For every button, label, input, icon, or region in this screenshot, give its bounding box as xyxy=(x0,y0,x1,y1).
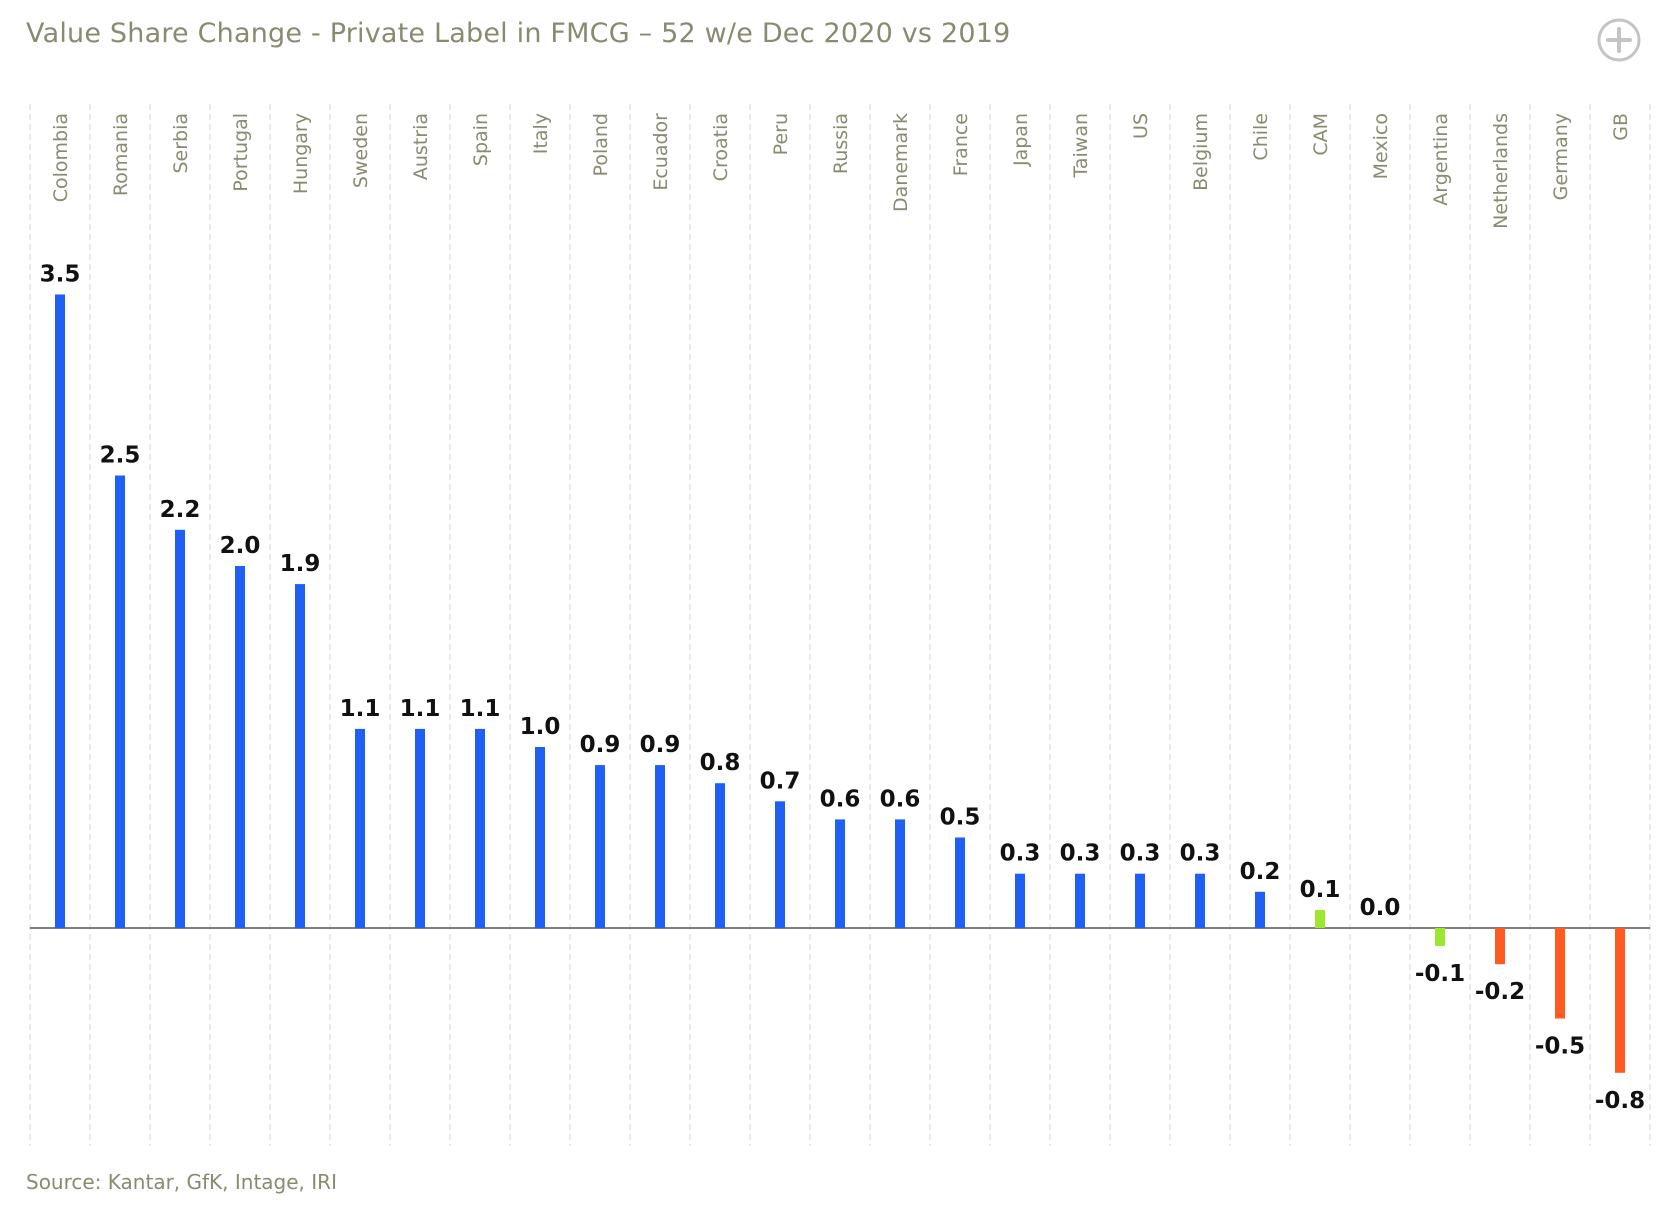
value-labels: 3.5 2.5 2.2 2.0 1.9 1.1 1.1 1.1 1.0 0.9 0.9 0.8 0.7 0… xyxy=(40,262,1646,1114)
expand-button[interactable] xyxy=(1596,17,1642,63)
bar xyxy=(1075,873,1085,928)
category-label: Germany xyxy=(1550,113,1572,200)
data-label: 0.9 xyxy=(640,732,681,758)
category-label: GB xyxy=(1610,113,1632,141)
bar xyxy=(955,837,965,928)
category-label: Serbia xyxy=(170,113,192,174)
bar xyxy=(475,728,485,928)
bar xyxy=(1495,928,1505,965)
source-note: Source: Kantar, GfK, Intage, IRI xyxy=(26,1170,337,1194)
data-label: 0.8 xyxy=(700,750,741,776)
category-label: Taiwan xyxy=(1070,113,1092,179)
bar xyxy=(1195,873,1205,928)
bar xyxy=(295,584,305,928)
category-label: Spain xyxy=(470,113,492,166)
category-label: CAM xyxy=(1310,113,1332,156)
bar xyxy=(1135,873,1145,928)
bar xyxy=(1015,873,1025,928)
category-label: Croatia xyxy=(710,113,732,181)
category-label: Austria xyxy=(410,113,432,180)
data-label: 1.9 xyxy=(280,551,321,577)
category-label: US xyxy=(1130,113,1152,139)
data-label: 0.6 xyxy=(820,786,861,812)
bar xyxy=(1255,891,1265,928)
data-label: 0.3 xyxy=(1180,841,1221,867)
data-label: 2.0 xyxy=(220,533,261,559)
category-label: Colombia xyxy=(50,113,72,202)
category-label: Hungary xyxy=(290,113,312,194)
bar xyxy=(535,747,545,928)
data-label: 0.2 xyxy=(1240,859,1281,885)
category-label: Netherlands xyxy=(1490,113,1512,229)
bar xyxy=(715,783,725,928)
bar xyxy=(1555,928,1565,1019)
data-label: 1.1 xyxy=(340,696,381,722)
bar xyxy=(655,765,665,928)
bar xyxy=(595,765,605,928)
bar xyxy=(115,475,125,928)
category-label: Argentina xyxy=(1430,113,1452,206)
bar xyxy=(1615,928,1625,1073)
category-label: Peru xyxy=(770,113,792,155)
data-label: 2.2 xyxy=(160,497,201,523)
category-label: Belgium xyxy=(1190,113,1212,191)
bar xyxy=(175,529,185,928)
data-label: 0.3 xyxy=(1120,841,1161,867)
category-labels: Colombia Romania Serbia Portugal Hungary Swed… xyxy=(50,113,1632,229)
data-label: 0.7 xyxy=(760,768,801,794)
data-label: 1.1 xyxy=(400,696,441,722)
bar xyxy=(355,728,365,928)
data-label: 0.3 xyxy=(1060,841,1101,867)
category-label: France xyxy=(950,113,972,176)
data-label: 0.5 xyxy=(940,805,981,831)
bar xyxy=(895,819,905,928)
bar xyxy=(55,294,65,928)
data-label: -0.1 xyxy=(1415,961,1465,987)
bar xyxy=(775,801,785,928)
bar xyxy=(415,728,425,928)
bar xyxy=(1435,928,1445,947)
data-label: -0.5 xyxy=(1535,1034,1585,1060)
bar-chart: Colombia Romania Serbia Portugal Hungary Swed… xyxy=(29,104,1651,1146)
data-label: 0.3 xyxy=(1000,841,1041,867)
data-label: 1.1 xyxy=(460,696,501,722)
bars xyxy=(55,294,1625,1073)
category-label: Poland xyxy=(590,113,612,176)
category-label: Danemark xyxy=(890,113,912,212)
data-label: 0.0 xyxy=(1360,895,1401,921)
gridlines xyxy=(29,104,1651,1146)
category-label: Japan xyxy=(1010,113,1032,167)
category-label: Sweden xyxy=(350,113,372,188)
category-label: Romania xyxy=(110,113,132,196)
bar xyxy=(835,819,845,928)
plus-circle-icon xyxy=(1597,18,1641,62)
category-label: Italy xyxy=(530,113,552,154)
category-label: Mexico xyxy=(1370,113,1392,179)
category-label: Russia xyxy=(830,113,852,174)
data-label: -0.2 xyxy=(1475,979,1525,1005)
category-label: Chile xyxy=(1250,113,1272,161)
category-label: Portugal xyxy=(230,113,252,192)
category-label: Ecuador xyxy=(650,113,672,191)
data-label: 0.9 xyxy=(580,732,621,758)
chart-title: Value Share Change - Private Label in FM… xyxy=(26,18,1011,49)
data-label: 1.0 xyxy=(520,714,561,740)
bar xyxy=(1315,909,1325,928)
data-label: 3.5 xyxy=(40,262,81,288)
data-label: 0.6 xyxy=(880,786,921,812)
data-label: 0.1 xyxy=(1300,877,1341,903)
data-label: 2.5 xyxy=(100,443,141,469)
bar xyxy=(235,566,245,928)
data-label: -0.8 xyxy=(1595,1088,1645,1114)
